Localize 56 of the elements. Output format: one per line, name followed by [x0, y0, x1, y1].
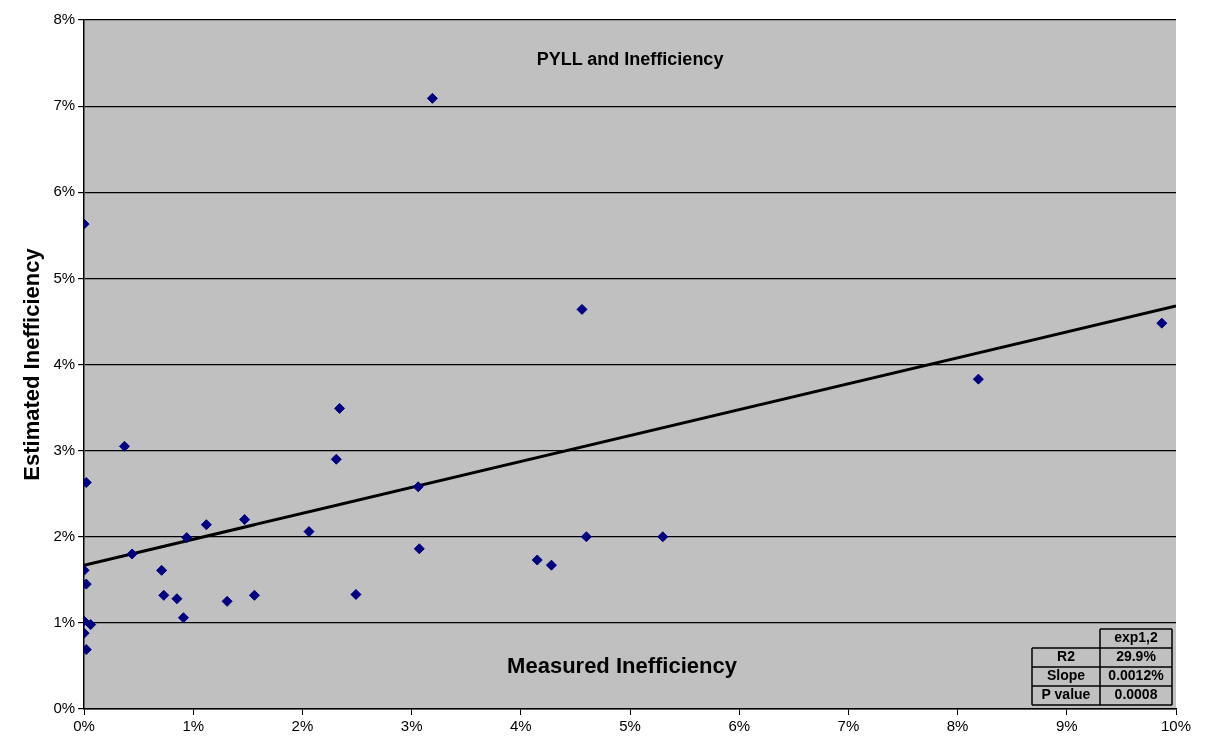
point — [972, 373, 984, 385]
annotation: Slope — [1046, 667, 1086, 684]
point — [531, 554, 543, 566]
x-tick-label: 2% — [291, 717, 314, 735]
y-tick-label: 3% — [53, 440, 76, 458]
point — [1156, 317, 1168, 329]
text: PYLL and Inefficiency — [536, 48, 724, 69]
point — [412, 481, 424, 493]
point — [334, 402, 346, 414]
point — [177, 612, 189, 624]
y-tick-label: 7% — [53, 96, 76, 114]
x-tick-label: 0% — [73, 717, 95, 735]
point — [221, 595, 233, 607]
annotation: exp1,2 — [1114, 629, 1158, 646]
x-tick-label: 7% — [837, 717, 860, 735]
point — [85, 619, 97, 631]
x-tick-label: 5% — [619, 717, 641, 735]
x-tick-label: 9% — [1055, 717, 1078, 735]
y-axis-title: Estimated Inefficiency — [19, 247, 45, 481]
point — [657, 531, 669, 543]
point — [118, 440, 130, 452]
point — [576, 303, 588, 315]
point — [248, 589, 260, 601]
point — [171, 593, 183, 605]
point — [181, 532, 193, 544]
x-tick-label: 1% — [182, 717, 205, 735]
annotation: 29.9% — [1116, 648, 1157, 665]
point — [426, 92, 438, 104]
x-axis-title: Measured Inefficiency — [507, 653, 738, 679]
point — [413, 543, 425, 555]
point — [158, 589, 170, 601]
point — [545, 559, 557, 571]
y-tick-label: 8% — [53, 10, 76, 28]
annotation: 0.0012% — [1108, 667, 1165, 684]
point — [580, 531, 592, 543]
y-tick-label: 0% — [53, 699, 76, 717]
y-tick-label: 4% — [53, 354, 76, 372]
annotation: R2 — [1057, 648, 1076, 665]
annotation: 0.0008 — [1114, 686, 1158, 703]
y-tick-label: 1% — [53, 613, 76, 631]
point — [239, 514, 251, 526]
point — [200, 519, 212, 531]
point — [350, 588, 362, 600]
x-tick-label: 6% — [728, 717, 751, 735]
x-tick-label: 3% — [400, 717, 423, 735]
point — [303, 526, 315, 538]
x-tick-label: 4% — [510, 717, 532, 735]
annotation: P value — [1041, 686, 1091, 703]
x-tick-label: 10% — [1160, 717, 1192, 735]
x-tick-label: 8% — [946, 717, 969, 735]
point — [156, 564, 168, 576]
point — [126, 548, 138, 560]
y-tick-label: 2% — [53, 526, 76, 544]
y-tick-label: 6% — [53, 182, 76, 200]
point — [330, 453, 342, 465]
y-tick-label: 5% — [53, 268, 76, 286]
